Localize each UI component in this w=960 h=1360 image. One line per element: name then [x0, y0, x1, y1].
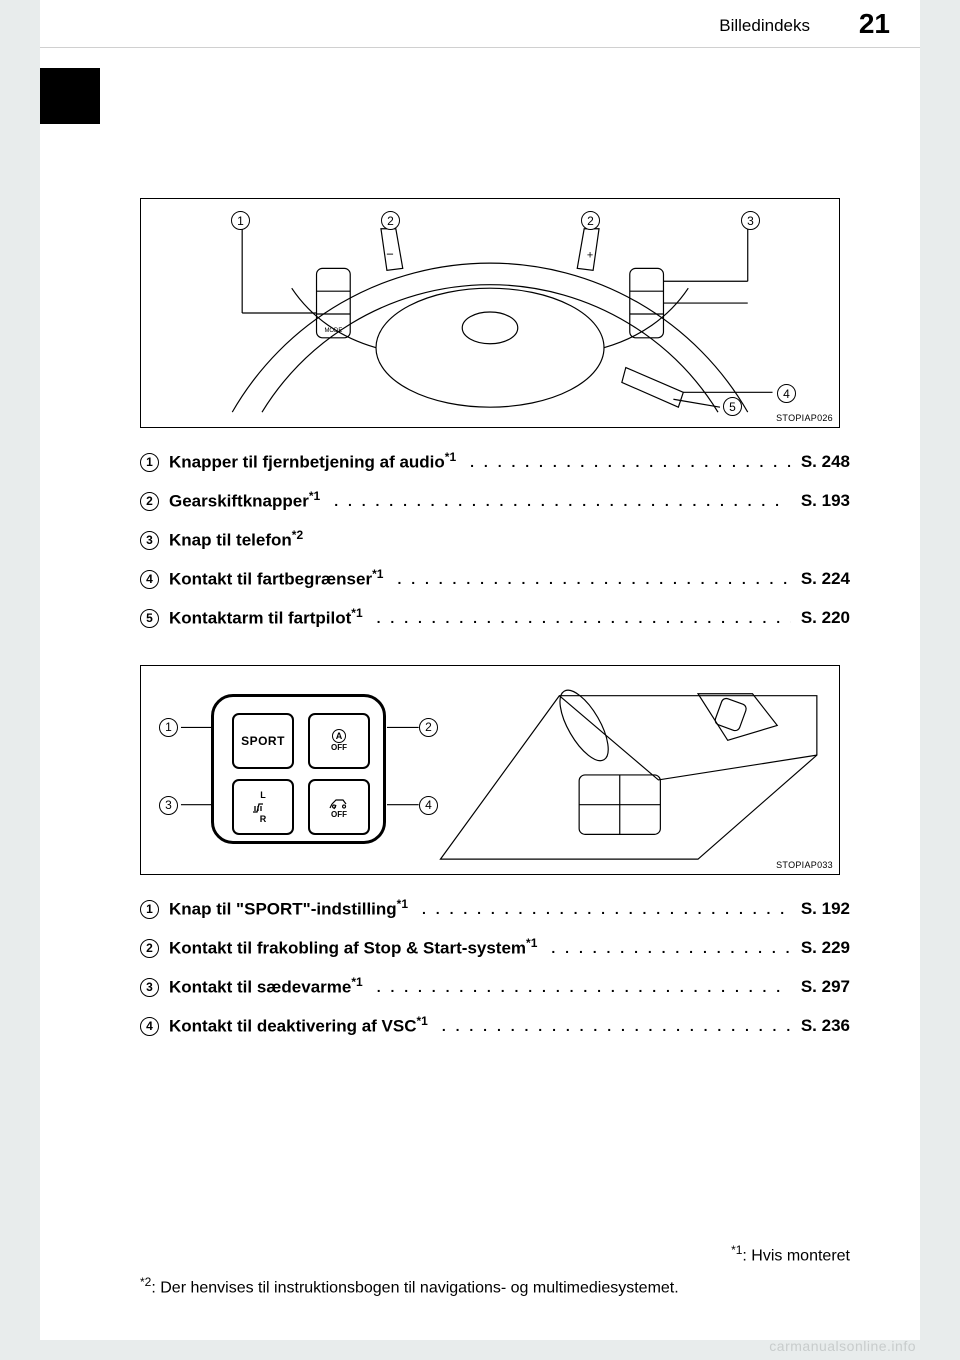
index-entry: 2 Gearskiftknapper*1 . . . . . . . . . .…	[140, 485, 850, 518]
figure-steering-wheel: − + MODE 1 2	[140, 198, 840, 428]
footnote-1: *1: Hvis monteret	[140, 1241, 850, 1268]
callout-4: 4	[419, 796, 438, 815]
page-content: − + MODE 1 2	[40, 48, 920, 1043]
section-title: Billedindeks	[719, 16, 810, 36]
page-number: 21	[859, 8, 890, 40]
vsc-off-button-icon: OFF	[308, 779, 370, 835]
figure-center-console: SPORT A OFF L R OFF 1 2 3 4	[140, 665, 840, 875]
callout-3: 3	[159, 796, 178, 815]
index-entry: 3 Kontakt til sædevarme*1 . . . . . . . …	[140, 971, 850, 1004]
page-header: Billedindeks 21	[40, 0, 920, 48]
callout-3: 3	[741, 211, 760, 230]
index-list-1: 1 Knapper til fjernbetjening af audio*1 …	[140, 446, 850, 635]
callout-5: 5	[723, 397, 742, 416]
index-entry: 3 Knap til telefon*2	[140, 524, 850, 557]
index-entry: 4 Kontakt til deaktivering af VSC*1 . . …	[140, 1010, 850, 1043]
steering-wheel-diagram: − + MODE	[141, 199, 839, 427]
callout-4: 4	[777, 384, 796, 403]
figure-code: STOPIAP026	[776, 413, 833, 423]
callout-2: 2	[419, 718, 438, 737]
footnote-2: *2: Der henvises til instruktionsbogen t…	[140, 1273, 850, 1300]
car-skid-icon	[328, 794, 350, 810]
seat-heat-icon	[251, 800, 275, 814]
button-panel: SPORT A OFF L R OFF	[211, 694, 386, 844]
callout-2b: 2	[581, 211, 600, 230]
index-entry: 4 Kontakt til fartbegrænser*1 . . . . . …	[140, 563, 850, 596]
index-list-2: 1 Knap til "SPORT"-indstilling*1 . . . .…	[140, 893, 850, 1043]
tab-marker	[40, 68, 100, 124]
callout-2: 2	[381, 211, 400, 230]
seat-heater-button-icon: L R	[232, 779, 294, 835]
callout-1: 1	[159, 718, 178, 737]
sport-button-icon: SPORT	[232, 713, 294, 769]
watermark: carmanualsonline.info	[769, 1338, 916, 1354]
svg-text:−: −	[386, 246, 394, 261]
auto-off-button-icon: A OFF	[308, 713, 370, 769]
index-entry: 5 Kontaktarm til fartpilot*1 . . . . . .…	[140, 602, 850, 635]
manual-page: Billedindeks 21	[40, 0, 920, 1340]
index-entry: 1 Knapper til fjernbetjening af audio*1 …	[140, 446, 850, 479]
index-entry: 1 Knap til "SPORT"-indstilling*1 . . . .…	[140, 893, 850, 926]
footnotes: *1: Hvis monteret *2: Der henvises til i…	[140, 1237, 850, 1304]
index-entry: 2 Kontakt til frakobling af Stop & Start…	[140, 932, 850, 965]
svg-text:MODE: MODE	[324, 328, 342, 334]
callout-1: 1	[231, 211, 250, 230]
figure-code: STOPIAP033	[776, 860, 833, 870]
svg-text:+: +	[587, 249, 593, 261]
